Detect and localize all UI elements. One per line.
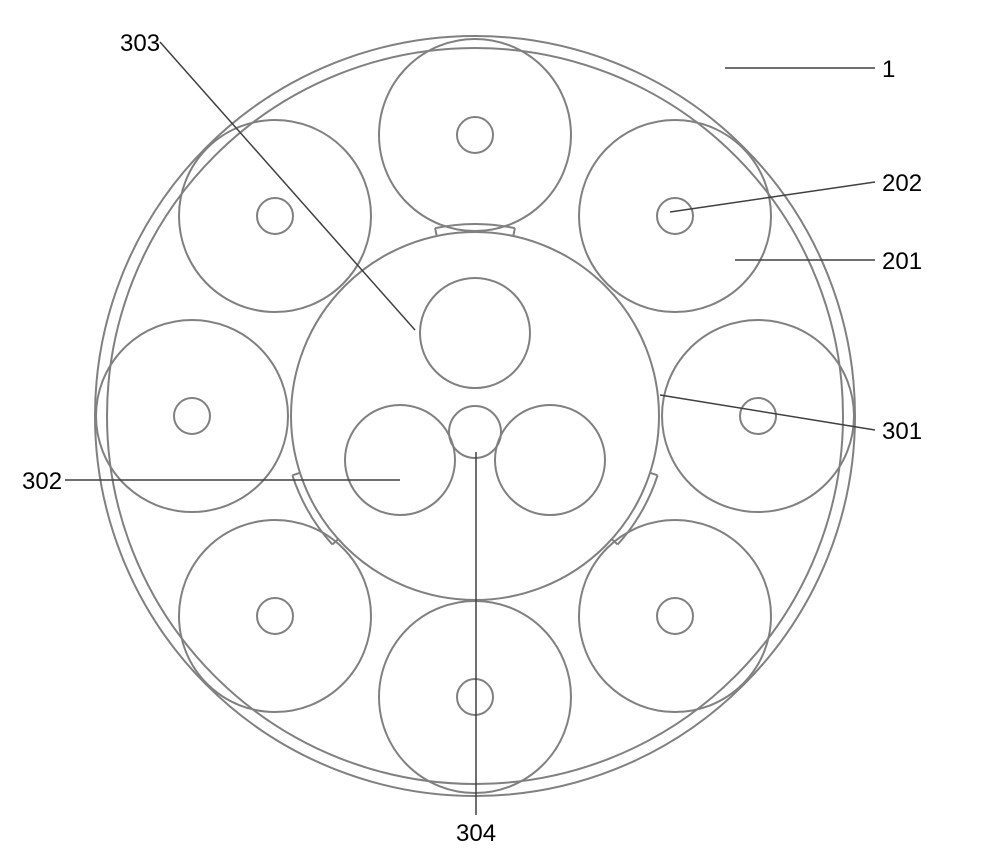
leader-202 — [670, 182, 875, 212]
satellite-2-inner — [657, 198, 693, 234]
central-inner-1 — [345, 405, 455, 515]
satellite-6 — [579, 520, 771, 712]
satellite-4 — [662, 320, 854, 512]
satellite-6-inner — [657, 598, 693, 634]
label-303: 303 — [120, 30, 160, 58]
satellite-4-inner — [740, 398, 776, 434]
diagram-container — [0, 0, 1000, 853]
satellite-1-inner — [257, 198, 293, 234]
satellite-5 — [179, 520, 371, 712]
central-main — [291, 232, 659, 600]
arc-tab-1-cap1 — [292, 473, 300, 475]
label-202: 202 — [882, 170, 922, 198]
satellite-5-inner — [257, 598, 293, 634]
label-1: 1 — [882, 56, 895, 84]
satellite-7-inner — [457, 679, 493, 715]
central-center — [449, 406, 501, 458]
satellite-0 — [379, 39, 571, 231]
satellite-1 — [179, 120, 371, 312]
central-inner-0 — [420, 278, 530, 388]
arc-tab-2-cap0 — [435, 228, 437, 236]
label-304: 304 — [456, 820, 496, 848]
satellite-3-inner — [174, 398, 210, 434]
diagram-svg — [0, 0, 1000, 853]
label-301: 301 — [882, 418, 922, 446]
central-inner-2 — [495, 405, 605, 515]
arc-tab-0-cap0 — [650, 473, 658, 475]
satellite-3 — [96, 320, 288, 512]
satellite-0-inner — [457, 117, 493, 153]
satellite-2 — [579, 120, 771, 312]
label-302: 302 — [22, 468, 62, 496]
outer-ring-inner — [107, 48, 843, 784]
satellite-7 — [379, 601, 571, 793]
label-201: 201 — [882, 248, 922, 276]
arc-tab-2-cap1 — [513, 228, 515, 236]
